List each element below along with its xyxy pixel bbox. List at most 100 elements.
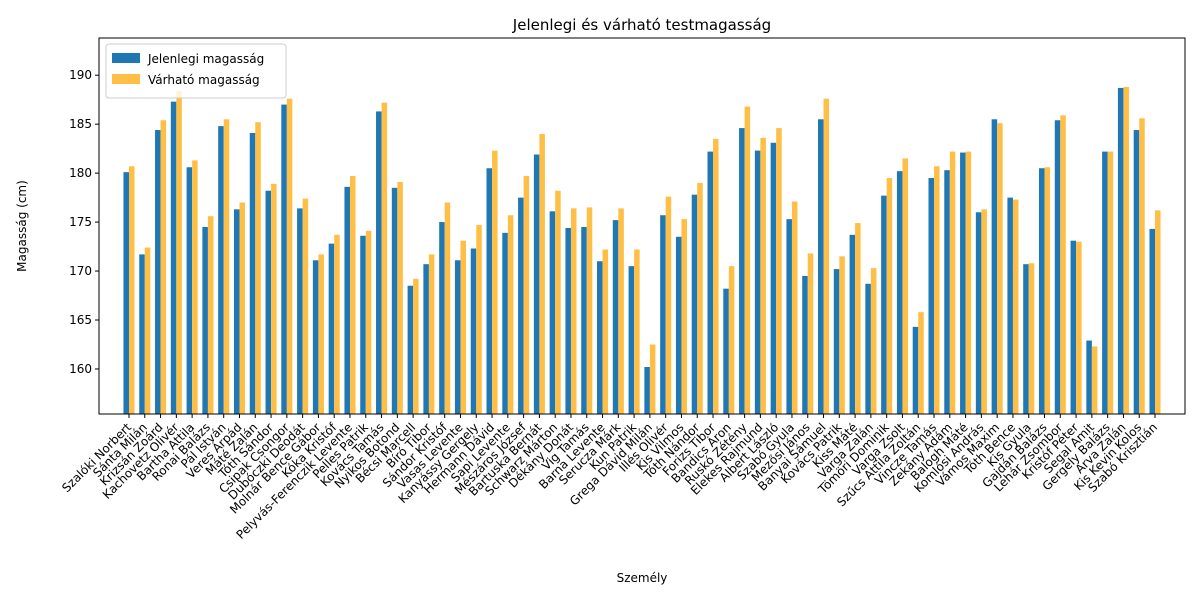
bar: [991, 119, 998, 414]
bar: [912, 326, 919, 414]
bar: [202, 226, 208, 414]
bar: [1139, 118, 1145, 414]
bar: [1076, 241, 1082, 414]
bar: [928, 178, 935, 414]
bar: [981, 209, 987, 414]
bar: [997, 123, 1003, 414]
y-tick-label: 170: [69, 264, 92, 278]
bar: [549, 211, 556, 414]
bar: [760, 137, 766, 414]
bar: [1149, 228, 1156, 414]
bar: [865, 283, 871, 414]
bar: [391, 187, 398, 414]
bar: [818, 119, 824, 414]
bar: [723, 288, 729, 414]
bar: [612, 220, 619, 414]
bar: [791, 201, 798, 414]
bar: [1023, 264, 1029, 414]
bar: [413, 278, 419, 414]
bar: [886, 178, 893, 414]
bar: [833, 269, 840, 414]
bar: [265, 190, 272, 414]
bar: [407, 285, 414, 414]
bar: [644, 367, 650, 414]
bar: [1007, 197, 1013, 414]
bar: [255, 122, 261, 414]
bar: [428, 254, 435, 414]
bar: [618, 208, 624, 414]
legend-label: Várható magasság: [148, 73, 260, 87]
bar: [855, 223, 861, 414]
bar: [1155, 210, 1161, 414]
bar: [1086, 340, 1092, 414]
bar: [1117, 87, 1124, 414]
bar: [186, 167, 193, 414]
bar: [444, 202, 451, 414]
bar: [1107, 151, 1114, 414]
bar: [533, 154, 540, 414]
y-tick-label: 165: [69, 313, 92, 327]
bar: [975, 212, 982, 414]
bar: [381, 102, 388, 414]
bar: [460, 240, 466, 414]
y-axis-label: Magasság (cm): [15, 180, 29, 272]
bar: [776, 128, 782, 414]
bar: [1091, 346, 1098, 414]
bar: [1054, 120, 1061, 414]
legend-swatch: [112, 74, 140, 84]
bar: [802, 275, 808, 414]
bar: [286, 98, 293, 414]
bar: [918, 312, 924, 414]
bar: [207, 216, 214, 414]
bar: [328, 243, 335, 414]
bar: [192, 160, 198, 414]
bar: [160, 120, 167, 414]
bar: [665, 196, 672, 414]
bar: [233, 209, 240, 414]
bar: [934, 166, 940, 414]
bar: [881, 195, 887, 414]
bar: [770, 142, 777, 414]
plot-frame: [98, 37, 1186, 415]
y-tick-label: 190: [69, 68, 92, 82]
bar: [1102, 151, 1108, 414]
bar: [649, 344, 656, 414]
bar: [691, 194, 698, 414]
bar: [675, 236, 682, 414]
bar: [249, 132, 256, 414]
bar: [707, 151, 714, 414]
bar: [713, 138, 719, 414]
chart-title: Jelenlegi és várható testmagasság: [512, 16, 771, 34]
x-axis-label: Személy: [617, 571, 668, 585]
bar: [312, 260, 319, 414]
y-tick-label: 175: [69, 215, 92, 229]
bar: [555, 190, 561, 414]
bar: [570, 208, 577, 414]
bar: [565, 227, 571, 414]
bar: [476, 225, 482, 414]
bar: [223, 119, 230, 414]
bar: [1123, 86, 1129, 414]
bar: [697, 182, 703, 414]
bar: [454, 260, 461, 414]
bar: [1060, 115, 1066, 414]
bar: [439, 222, 445, 414]
bar: [628, 266, 635, 414]
bar: [739, 128, 745, 414]
bar: [176, 90, 182, 414]
bar: [1070, 240, 1077, 414]
bar: [581, 226, 587, 414]
bar: [486, 168, 493, 414]
bar: [318, 254, 324, 414]
y-tick-label: 185: [69, 117, 92, 131]
bar: [597, 261, 603, 414]
bar: [839, 256, 845, 414]
bar: [1012, 199, 1019, 414]
bar: [502, 232, 508, 414]
bar: [376, 111, 382, 414]
bar: [507, 215, 514, 414]
bar: [744, 106, 751, 414]
bar: [365, 230, 372, 414]
bar: [128, 166, 135, 414]
bar: [155, 130, 161, 414]
